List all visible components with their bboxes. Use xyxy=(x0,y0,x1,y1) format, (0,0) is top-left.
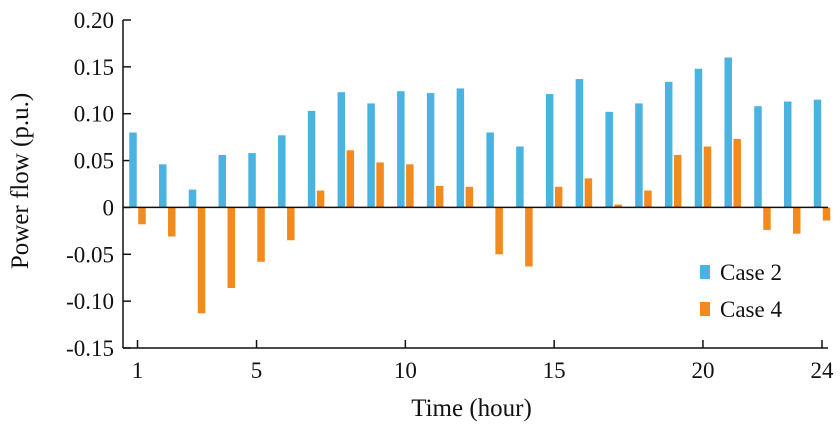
legend-swatch-case-2 xyxy=(700,265,710,279)
bar-case-2-hour-8 xyxy=(337,92,346,208)
bar-case-4-hour-13 xyxy=(495,207,503,255)
y-axis-title: Power flow (p.u.) xyxy=(7,93,34,269)
bar-case-4-hour-16 xyxy=(584,178,593,208)
bar-case-4-hour-9 xyxy=(376,162,384,208)
bar-case-4-hour-19 xyxy=(673,154,682,208)
y-tick-label: -0.15 xyxy=(66,336,114,361)
y-tick-label: 0.20 xyxy=(74,8,114,33)
legend-label-case-4: Case 4 xyxy=(720,297,782,322)
bar-case-4-hour-6 xyxy=(287,207,295,241)
bar-case-2-hour-4 xyxy=(218,154,227,208)
bar-case-2-hour-2 xyxy=(159,164,167,208)
bar-case-2-hour-3 xyxy=(188,189,197,208)
y-tick-label: -0.05 xyxy=(66,242,114,267)
bar-case-2-hour-23 xyxy=(783,101,792,208)
legend-swatch-case-4 xyxy=(700,302,710,316)
x-tick-label: 20 xyxy=(691,358,714,383)
bar-case-4-hour-3 xyxy=(197,207,206,314)
x-axis-title: Time (hour) xyxy=(411,395,532,422)
bar-case-2-hour-1 xyxy=(129,132,137,208)
bar-case-4-hour-7 xyxy=(316,190,325,208)
y-tick-label: -0.10 xyxy=(66,289,114,314)
y-tick-label: 0.15 xyxy=(74,55,114,80)
bar-case-2-hour-22 xyxy=(754,106,762,208)
bar-case-4-hour-20 xyxy=(703,146,712,208)
bar-case-2-hour-5 xyxy=(248,153,256,208)
bar-case-4-hour-21 xyxy=(733,139,741,208)
x-tick-label: 5 xyxy=(251,358,263,383)
bar-case-4-hour-11 xyxy=(435,185,444,208)
bar-case-2-hour-17 xyxy=(605,111,613,208)
bar-case-2-hour-18 xyxy=(635,103,643,208)
bar-case-2-hour-21 xyxy=(724,57,732,208)
y-tick-label: 0.10 xyxy=(74,102,114,127)
bar-case-2-hour-11 xyxy=(426,93,435,208)
bar-case-4-hour-4 xyxy=(227,207,236,289)
bar-case-4-hour-17 xyxy=(614,204,622,208)
y-tick-label: 0 xyxy=(103,195,115,220)
bar-case-2-hour-12 xyxy=(456,88,465,208)
x-tick-label: 24 xyxy=(811,358,835,383)
bar-case-4-hour-18 xyxy=(644,190,652,208)
bar-case-4-hour-5 xyxy=(257,207,265,262)
bar-case-2-hour-15 xyxy=(545,94,554,208)
y-axis-ticks: 0.20 0.15 0.10 0.05 0 -0.05 -0.10 -0.15 xyxy=(66,8,131,361)
bar-case-4-hour-15 xyxy=(554,186,563,208)
bar-case-2-hour-9 xyxy=(367,103,375,208)
bar-case-4-hour-2 xyxy=(168,207,176,237)
bar-series xyxy=(129,57,831,314)
bar-case-2-hour-13 xyxy=(486,132,494,208)
x-tick-label: 10 xyxy=(394,358,417,383)
y-tick-label: 0.05 xyxy=(74,149,114,174)
bar-case-2-hour-20 xyxy=(694,68,703,208)
bar-case-4-hour-14 xyxy=(525,207,533,267)
bar-case-4-hour-10 xyxy=(406,164,414,208)
bar-case-2-hour-7 xyxy=(307,110,316,208)
bar-case-2-hour-6 xyxy=(278,135,286,208)
bar-case-4-hour-12 xyxy=(465,186,474,208)
x-axis-ticks: 1 5 10 15 20 24 xyxy=(132,340,834,383)
x-tick-label: 15 xyxy=(543,358,566,383)
bar-case-4-hour-24 xyxy=(822,207,831,221)
bar-case-4-hour-22 xyxy=(763,207,771,230)
bar-case-2-hour-16 xyxy=(575,79,584,208)
bar-case-2-hour-10 xyxy=(397,91,405,208)
legend: Case 2 Case 4 xyxy=(700,260,782,322)
bar-case-4-hour-1 xyxy=(138,207,146,225)
bar-case-2-hour-14 xyxy=(516,146,524,208)
bar-case-4-hour-23 xyxy=(792,207,801,234)
x-tick-label: 1 xyxy=(132,358,144,383)
legend-label-case-2: Case 2 xyxy=(720,260,782,285)
bar-case-4-hour-8 xyxy=(346,150,355,208)
bar-case-2-hour-19 xyxy=(664,81,673,208)
bar-case-2-hour-24 xyxy=(813,99,822,208)
